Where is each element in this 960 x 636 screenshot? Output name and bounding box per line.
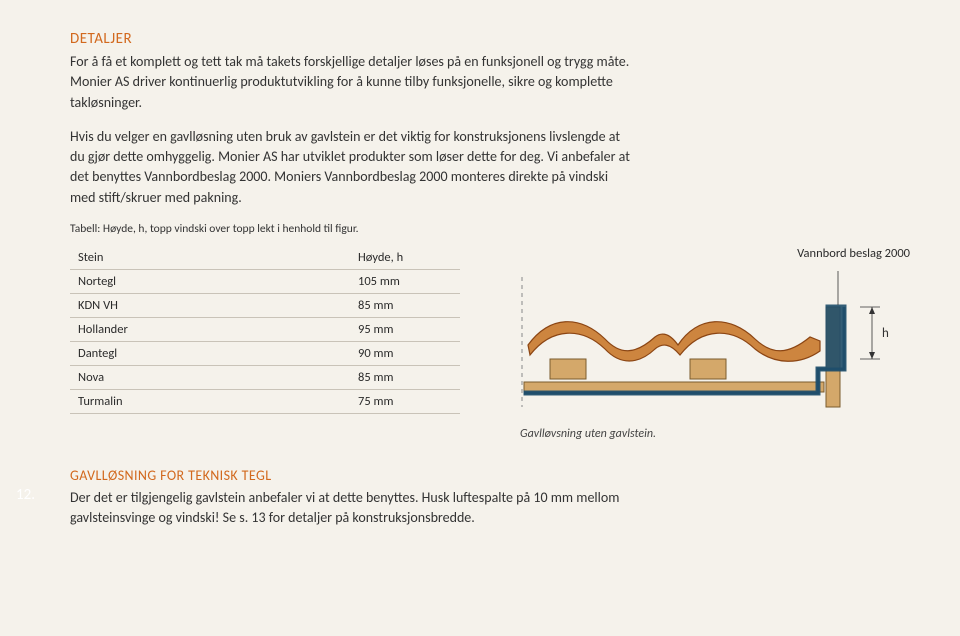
gable-diagram: h [520,267,900,417]
table-header-stein: Stein [70,246,350,270]
table-row: KDN VH85 mm [70,294,460,318]
section-heading-gavllosning: GAVLLØSNING FOR TEKNISK TEGL [70,467,660,484]
body-paragraph-2: Hvis du velger en gavlløsning uten bruk … [70,127,630,208]
dimension-h-label: h [882,326,889,341]
table-caption: Tabell: Høyde, h, topp vindski over topp… [70,222,910,236]
figure-top-label: Vannbord beslag 2000 [520,246,910,261]
height-table: Stein Høyde, h Nortegl105 mm KDN VH85 mm… [70,246,460,414]
table-header-hoyde: Høyde, h [350,246,460,270]
page-number: 12. [16,486,35,504]
section-heading-detaljer: DETALJER [70,30,910,48]
table-row: Nortegl105 mm [70,270,460,294]
figure-caption: Gavlløvsning uten gavlstein. [520,427,910,441]
body-paragraph-1: For å få et komplett og tett tak må take… [70,52,630,113]
table-row: Dantegl90 mm [70,342,460,366]
table-row: Turmalin75 mm [70,390,460,414]
table-row: Hollander95 mm [70,318,460,342]
body-paragraph-3: Der det er tilgjengelig gavlstein anbefa… [70,488,630,529]
table-row: Nova85 mm [70,366,460,390]
